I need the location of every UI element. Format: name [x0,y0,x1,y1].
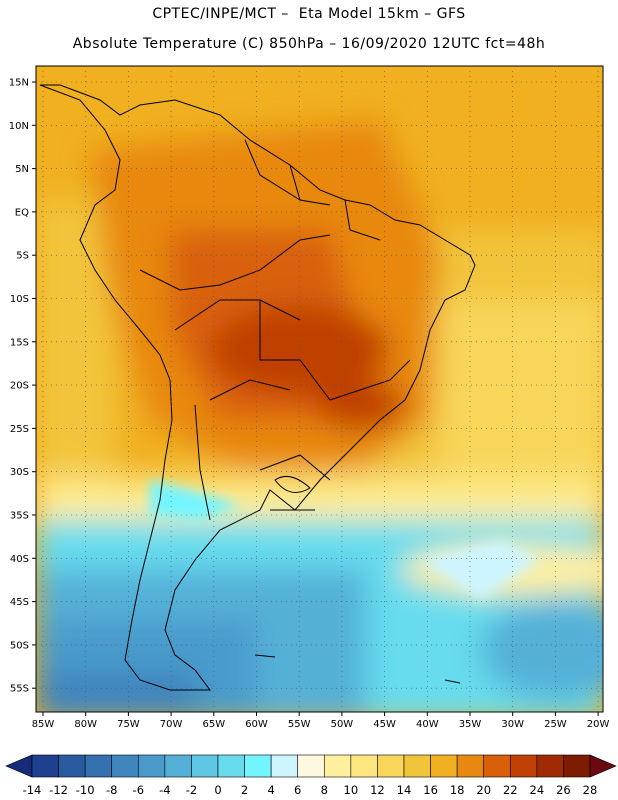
colorbar-segment [456,754,485,778]
colorbar-label: 10 [344,783,359,797]
lat-tick-label: 5N [15,164,29,175]
lat-tick-label: 25S [10,424,29,435]
colorbar-label: 4 [267,783,274,797]
colorbar-label: 20 [476,783,491,797]
lat-tick-label: 55S [10,684,29,695]
lat-tick-label: EQ [15,207,29,218]
colorbar-label: 12 [370,783,385,797]
longitude-axis: 85W 80W 75W 70W 65W 60W 55W 50W 45W 40W 35W 30W 25W 2… [32,712,610,730]
colorbar-label: 0 [214,783,221,797]
lon-tick-label: 50W [331,719,354,730]
colorbar-segment [483,754,511,778]
colorbar-segment [430,754,458,778]
colorbar-segment [191,754,219,778]
lat-tick-label: 15S [10,337,29,348]
lat-tick-label: 45S [10,597,29,608]
colorbar-label: -8 [106,783,117,797]
colorbar-label: 6 [294,783,301,797]
lat-tick-label: 35S [10,511,29,522]
colorbar-label: 22 [503,783,518,797]
lon-tick-label: 70W [160,719,183,730]
colorbar-label: -14 [23,783,42,797]
colorbar-segment [536,754,564,778]
colorbar-label: -12 [49,783,68,797]
colorbar-label: 2 [241,783,248,797]
colorbar-label: -10 [76,783,95,797]
colorbar-segment [563,754,591,778]
colorbar-label: -4 [159,783,170,797]
chart-title-line2: Absolute Temperature (C) 850hPa – 16/09/… [72,36,546,52]
lat-tick-label: 10S [10,294,29,305]
lon-tick-label: 65W [202,719,225,730]
colorbar-segment [509,754,538,778]
lon-tick-label: 25W [544,719,567,730]
lon-tick-label: 85W [32,719,55,730]
colorbar-segment [31,754,59,778]
lon-tick-label: 55W [288,719,311,730]
colorbar-label: 26 [556,783,571,797]
colorbar: -14 -12 -10 -8 -6 -4 -2 0 2 4 6 8 10 12 14 16 18 20 22 24 26… [5,754,617,797]
colorbar-segment [297,754,325,778]
colorbar-low-arrow [5,754,33,778]
colorbar-segment [137,754,166,778]
lat-tick-label: 20S [10,381,29,392]
colorbar-label: 18 [450,783,465,797]
chart-title-line1: CPTEC/INPE/MCT – Eta Model 15km – GFS [152,6,466,22]
lon-tick-label: 45W [373,719,396,730]
colorbar-label: 8 [321,783,328,797]
colorbar-segment [270,754,299,778]
temperature-field [36,66,603,712]
colorbar-label: 14 [397,783,412,797]
lat-tick-label: 5S [16,251,29,262]
colorbar-label: -6 [133,783,144,797]
lon-tick-label: 75W [117,719,140,730]
map-frame [35,65,604,713]
latitude-axis: 15N 10N 5N EQ 5S 10S 15S 20S 25S 30S 35S 40S 45S 50S 5… [9,78,36,695]
colorbar-label: -2 [186,783,197,797]
coastlines [39,84,476,691]
lat-tick-label: 15N [9,78,29,89]
colorbar-label: 28 [583,783,598,797]
lon-tick-label: 20W [587,719,610,730]
lat-tick-label: 50S [10,640,29,651]
colorbar-segment [323,754,352,778]
lon-tick-label: 60W [245,719,268,730]
colorbar-label: 24 [530,783,545,797]
colorbar-segment [217,754,245,778]
lat-tick-label: 30S [10,467,29,478]
colorbar-segment [244,754,272,778]
lon-tick-label: 35W [459,719,482,730]
colorbar-segment [58,754,86,778]
colorbar-segment [377,754,405,778]
colorbar-high-arrow [589,754,617,778]
lon-tick-label: 30W [501,719,524,730]
colorbar-segment [164,754,192,778]
lat-tick-label: 10N [9,121,29,132]
colorbar-segment [403,754,431,778]
colorbar-segment [84,754,113,778]
colorbar-label: 16 [423,783,438,797]
lon-tick-label: 40W [416,719,439,730]
colorbar-segment [111,754,139,778]
colorbar-segment [350,754,378,778]
lon-tick-label: 80W [74,719,97,730]
lat-tick-label: 40S [10,554,29,565]
